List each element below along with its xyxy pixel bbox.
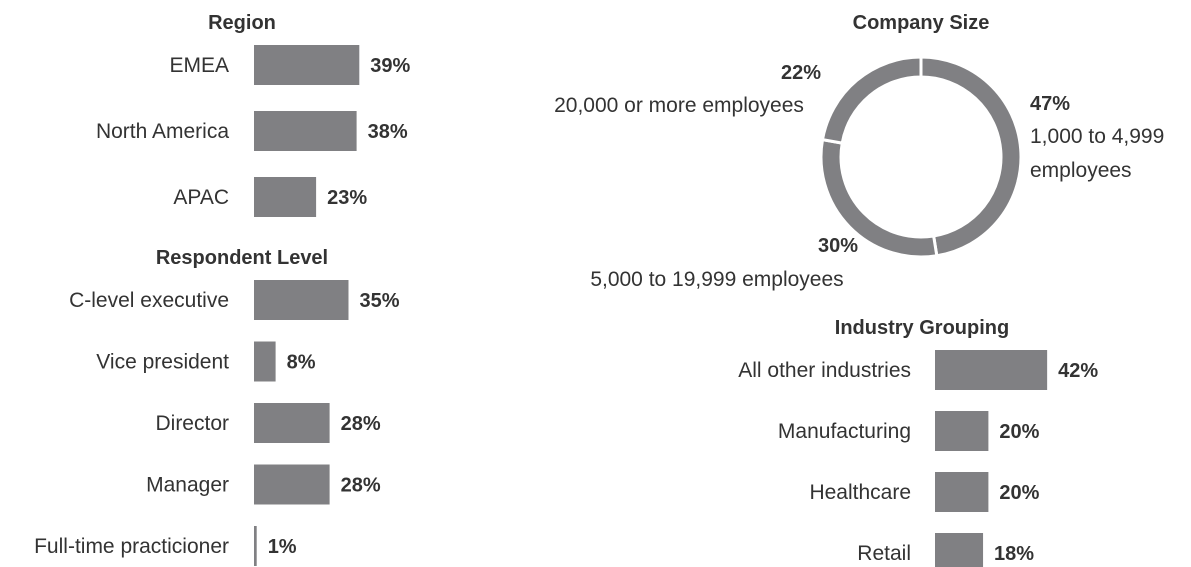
bar-retail xyxy=(935,533,984,567)
bar-category-label-north-america: North America xyxy=(96,120,229,143)
donut-slice-1-value-label: 47% xyxy=(1030,93,1070,115)
bar-category-label-c-level-executive: C-level executive xyxy=(69,289,229,312)
bar-vice-president xyxy=(254,341,276,382)
bar-category-label-emea: EMEA xyxy=(169,54,229,77)
donut-slice-20-000-or-more-employees xyxy=(820,55,923,145)
donut-slice-1-category-line-2: employees xyxy=(1030,159,1132,182)
company-size-labels: 47% 1,000 to 4,999 employees 30% 5,000 t… xyxy=(554,62,1170,291)
region-bars: EMEA 39% North America 38% APAC 23% xyxy=(96,45,411,217)
bar-emea xyxy=(254,45,360,85)
bar-value-label-full-time-practicioner: 1% xyxy=(268,536,297,558)
bar-category-label-all-other-industries: All other industries xyxy=(738,359,911,382)
bar-full-time-practicioner xyxy=(254,526,257,566)
bar-c-level-executive xyxy=(254,280,349,320)
bar-category-label-vice-president: Vice president xyxy=(96,351,229,374)
company-size-chart-title: Company Size xyxy=(853,12,990,34)
region-chart-title: Region xyxy=(208,12,276,34)
bar-healthcare xyxy=(935,472,989,512)
bar-value-label-emea: 39% xyxy=(370,55,410,77)
donut-slice-1-category-label: 1,000 to 4,999 employees xyxy=(1030,125,1170,182)
respondent-level-chart-title: Respondent Level xyxy=(156,247,328,269)
donut-slice-2-category-label: 5,000 to 19,999 employees xyxy=(590,268,843,291)
donut-slice-1-category-line-1: 1,000 to 4,999 xyxy=(1030,125,1164,148)
industry-grouping-chart-title: Industry Grouping xyxy=(835,317,1009,339)
industry-grouping-bars: All other industries 42% Manufacturing 20% H… xyxy=(738,350,1098,567)
bar-value-label-north-america: 38% xyxy=(368,121,408,143)
respondent-level-bars: C-level executive 35% Vice president 8% Dire… xyxy=(34,280,400,566)
bar-category-label-manufacturing: Manufacturing xyxy=(778,420,911,443)
bar-value-label-c-level-executive: 35% xyxy=(360,290,400,312)
bar-manager xyxy=(254,464,330,505)
bar-director xyxy=(254,403,330,443)
bar-value-label-all-other-industries: 42% xyxy=(1058,360,1098,382)
bar-category-label-director: Director xyxy=(155,412,229,435)
region-chart: Region EMEA 39% North America 38% APAC 23% xyxy=(96,12,411,217)
bar-category-label-apac: APAC xyxy=(173,186,229,209)
bar-value-label-apac: 23% xyxy=(327,187,367,209)
respondent-level-chart: Respondent Level C-level executive 35% Vic… xyxy=(34,247,400,566)
bar-value-label-director: 28% xyxy=(341,413,381,435)
industry-grouping-chart: Industry Grouping All other industries 42… xyxy=(738,317,1098,567)
bar-apac xyxy=(254,177,317,217)
bar-category-label-full-time-practicioner: Full-time practicioner xyxy=(34,535,229,558)
bar-value-label-manager: 28% xyxy=(341,475,381,497)
donut-slice-3-category-label: 20,000 or more employees xyxy=(554,94,804,117)
bar-value-label-healthcare: 20% xyxy=(999,482,1039,504)
bar-all-other-industries xyxy=(935,350,1048,390)
donut-slice-1-000-to-4-999-employees xyxy=(919,55,1023,258)
donut-slice-2-value-label: 30% xyxy=(818,235,858,257)
bar-category-label-manager: Manager xyxy=(146,474,229,497)
bar-value-label-vice-president: 8% xyxy=(287,352,316,374)
company-size-chart: Company Size 47% 1,000 to 4,999 employee… xyxy=(554,12,1170,291)
bar-value-label-retail: 18% xyxy=(994,543,1034,565)
company-size-donut xyxy=(819,55,1023,259)
donut-slice-3-value-label: 22% xyxy=(781,62,821,84)
bar-category-label-retail: Retail xyxy=(857,542,911,565)
bar-north-america xyxy=(254,111,357,151)
bar-value-label-manufacturing: 20% xyxy=(999,421,1039,443)
bar-manufacturing xyxy=(935,411,989,451)
bar-category-label-healthcare: Healthcare xyxy=(809,481,911,504)
